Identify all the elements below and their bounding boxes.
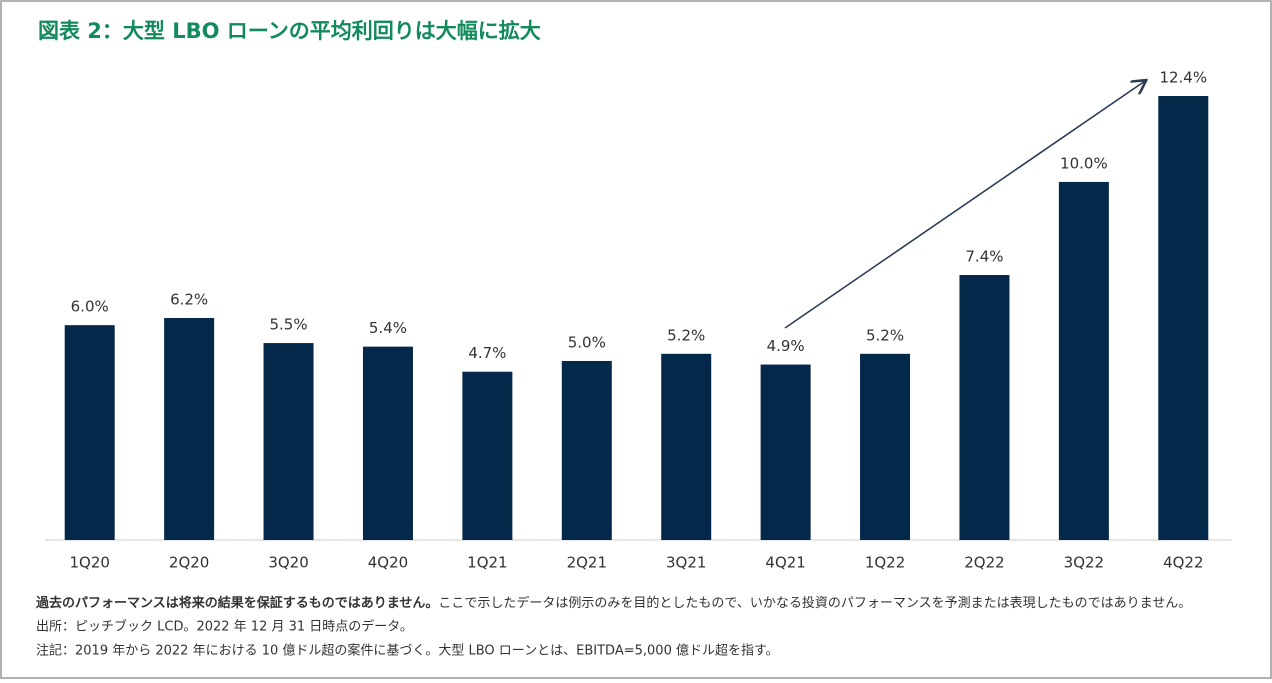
x-tick-label: 1Q20: [69, 554, 109, 572]
bar: [64, 325, 115, 540]
value-label: 6.0%: [71, 298, 109, 316]
x-tick-label: 2Q22: [964, 554, 1004, 572]
x-tick-label: 4Q21: [765, 554, 805, 572]
x-tick-label: 3Q20: [268, 554, 308, 572]
x-tick-label: 2Q20: [169, 554, 209, 572]
bar: [263, 343, 314, 540]
value-label: 5.2%: [866, 326, 904, 344]
value-label: 12.4%: [1159, 69, 1207, 87]
footnote-text: ここで示したデータは例示のみを目的としたもので、いかなる投資のパフォーマンスを予…: [438, 595, 1191, 611]
note: 注記：2019 年から 2022 年における 10 億ドル超の案件に基づく。大型…: [36, 643, 779, 659]
bar: [164, 318, 215, 540]
x-tick-label: 2Q21: [567, 554, 607, 572]
value-label: 4.9%: [767, 337, 805, 355]
footnote: 過去のパフォーマンスは将来の結果を保証するものではありません。ここで示したデータ…: [35, 595, 1191, 611]
value-label: 6.2%: [170, 291, 208, 309]
bar: [1058, 181, 1109, 540]
bar: [462, 371, 513, 540]
value-label: 5.5%: [269, 316, 307, 334]
x-tick-label: 1Q22: [865, 554, 905, 572]
value-label: 5.0%: [568, 333, 606, 351]
x-tick-label: 4Q22: [1163, 554, 1203, 572]
footnote-bold: 過去のパフォーマンスは将来の結果を保証するものではありません。: [35, 595, 438, 611]
value-label: 4.7%: [468, 344, 506, 362]
value-label: 7.4%: [965, 248, 1003, 266]
x-tick-label: 1Q21: [467, 554, 507, 572]
bar: [860, 353, 911, 540]
chart-title: 図表 2：大型 LBO ローンの平均利回りは大幅に拡大: [38, 19, 541, 43]
x-tick-label: 4Q20: [368, 554, 408, 572]
value-label: 10.0%: [1060, 154, 1108, 172]
bar: [561, 360, 612, 540]
bar: [362, 346, 413, 540]
bar: [959, 275, 1010, 540]
trend-arrow: [784, 81, 1145, 329]
bar: [760, 364, 811, 540]
value-label: 5.2%: [667, 326, 705, 344]
source: 出所：ピッチブック LCD。2022 年 12 月 31 日時点のデータ。: [36, 619, 413, 635]
x-tick-label: 3Q21: [666, 554, 706, 572]
x-tick-label: 3Q22: [1064, 554, 1104, 572]
value-label: 5.4%: [369, 319, 407, 337]
bar: [661, 353, 712, 540]
bar: [1158, 96, 1209, 540]
